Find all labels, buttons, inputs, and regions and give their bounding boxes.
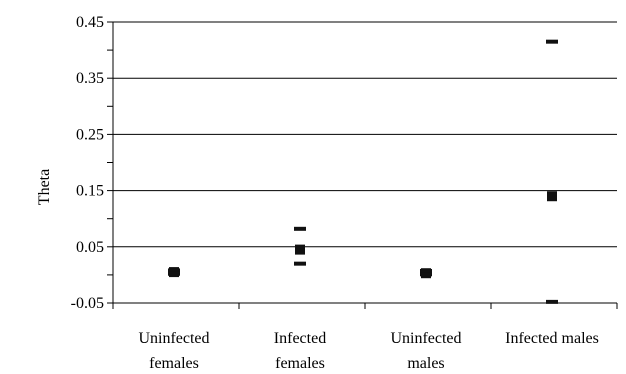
x-category-label: Uninfected (138, 330, 209, 347)
data-point-mean (295, 244, 305, 255)
x-category-label: Infected males (505, 330, 599, 347)
y-tick-labels: 0.45 0.35 0.25 0.15 0.05 -0.05 (71, 14, 104, 312)
data-point-bound (294, 261, 306, 266)
data-point-mean (547, 191, 557, 202)
gridlines (113, 21, 617, 248)
x-category-labels: Uninfected females Infected females Uninfect… (138, 330, 598, 372)
y-tick-label: 0.25 (76, 126, 104, 143)
y-axis-title: Theta (36, 169, 53, 205)
x-category-label: Uninfected (390, 330, 461, 347)
data-point-bound (420, 268, 432, 273)
y-tick-label: 0.05 (76, 239, 104, 256)
data-point-bound (420, 272, 432, 277)
x-category-label: females (149, 355, 199, 372)
y-tick-label: 0.45 (76, 14, 104, 31)
y-tick-label: 0.15 (76, 183, 104, 200)
axes (107, 21, 618, 309)
data-point-bound (294, 226, 306, 231)
x-category-label: females (275, 355, 325, 372)
x-category-label: Infected (274, 330, 326, 347)
data-point-bound (546, 39, 558, 44)
data-points (168, 39, 558, 304)
data-point-bound (546, 299, 558, 304)
y-tick-label: -0.05 (71, 295, 104, 312)
data-point-bound (168, 271, 180, 276)
y-tick-label: 0.35 (76, 70, 104, 87)
x-category-label: males (407, 355, 444, 372)
data-point-bound (168, 268, 180, 273)
